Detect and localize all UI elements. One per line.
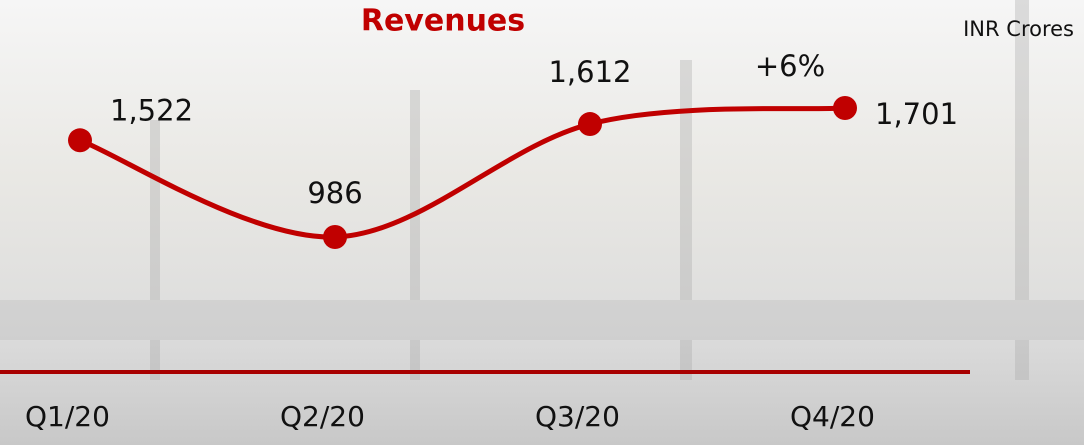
marker [323,225,347,249]
x-tick-label: Q3/20 [535,400,620,433]
line [79,105,846,240]
value-label: 986 [307,176,362,210]
value-label: 1,701 [875,97,958,131]
marker [68,128,92,153]
value-label: 1,612 [548,55,631,89]
value-label: 1,522 [110,93,193,127]
marker [578,112,602,137]
chart-title: Revenues [361,4,525,39]
x-tick-label: Q4/20 [790,400,875,433]
marker [833,96,857,120]
x-tick-label: Q2/20 [280,400,365,433]
unit-label: INR Crores [963,17,1074,41]
x-tick-label: Q1/20 [25,400,110,433]
background-poles [0,0,1084,380]
annotation: +6% [755,49,825,83]
